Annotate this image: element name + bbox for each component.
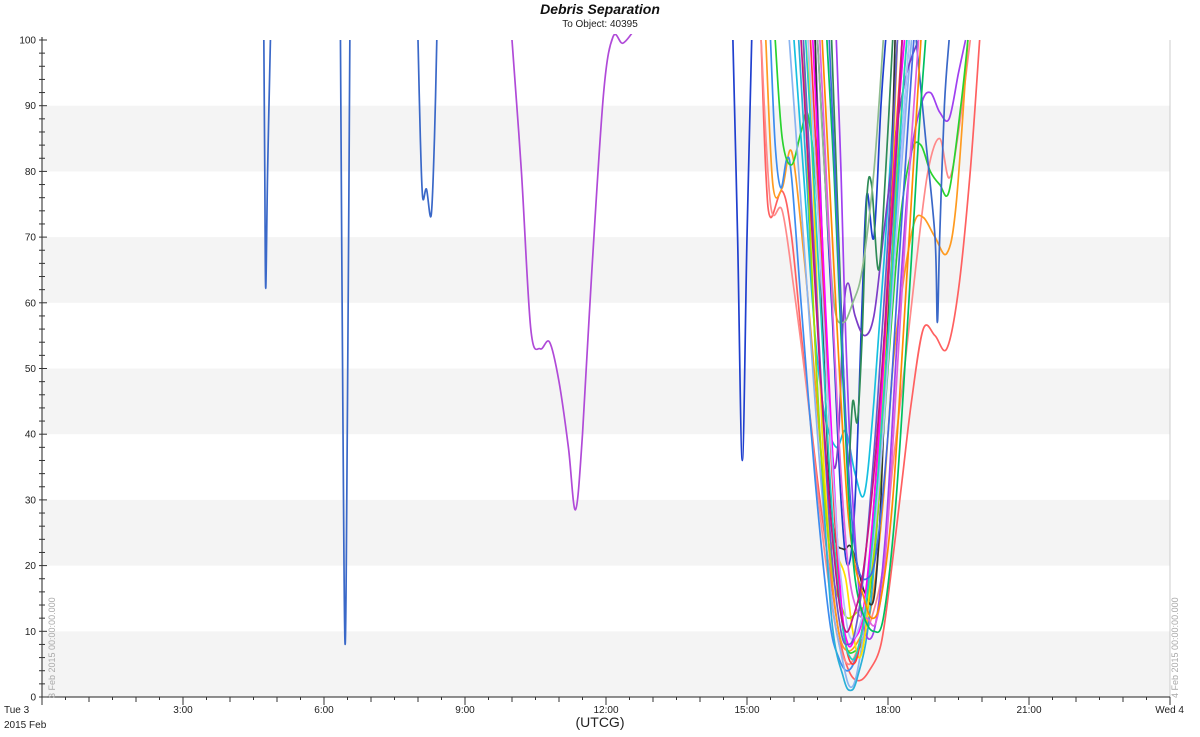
series-line-17 bbox=[915, 39, 950, 324]
series-layer bbox=[262, 34, 981, 692]
y-tick-label: 10 bbox=[25, 627, 37, 638]
x-tick-label: 12:00 bbox=[593, 705, 618, 716]
series-line-5 bbox=[732, 39, 753, 462]
grid-bands bbox=[42, 40, 1171, 697]
grid-band bbox=[42, 368, 1170, 435]
start-time-marker: 3 Feb 2015 00:00:00.000 bbox=[47, 597, 57, 698]
series-line-16 bbox=[835, 39, 967, 641]
series-line-27 bbox=[804, 39, 908, 661]
series-line-1 bbox=[262, 39, 272, 290]
y-tick-label: 40 bbox=[25, 430, 37, 441]
axes: 0 10 20 30 40 50 60 70 80 90 100 Tue 3 3:00 6:00 9:00 1… bbox=[4, 36, 1184, 717]
series-line-29 bbox=[821, 39, 922, 620]
series-line-25 bbox=[819, 39, 920, 627]
series-line-2 bbox=[339, 39, 351, 646]
series-line-19 bbox=[816, 39, 885, 324]
month-label: 2015 Feb bbox=[4, 720, 47, 731]
series-line-31 bbox=[828, 39, 915, 581]
y-tick-label: 50 bbox=[25, 364, 37, 375]
x-tick-label: Tue 3 bbox=[4, 705, 30, 716]
x-tick-label: 15:00 bbox=[734, 705, 759, 716]
x-tick-label: 9:00 bbox=[455, 705, 475, 716]
y-tick-label: 80 bbox=[25, 167, 37, 178]
y-tick-label: 0 bbox=[30, 693, 36, 704]
grid-band bbox=[42, 631, 1170, 697]
x-tick-label: 18:00 bbox=[875, 705, 900, 716]
x-tick-label: Wed 4 bbox=[1155, 705, 1184, 716]
grid-band bbox=[42, 237, 1170, 303]
chart-subtitle: To Object: 40395 bbox=[562, 19, 638, 30]
y-tick-label: 100 bbox=[19, 36, 36, 47]
grid-band bbox=[42, 105, 1170, 172]
series-line-30 bbox=[826, 39, 927, 634]
x-tick-label: 3:00 bbox=[173, 705, 193, 716]
series-line-32 bbox=[800, 39, 903, 633]
y-tick-label: 20 bbox=[25, 561, 37, 572]
series-line-6 bbox=[760, 39, 981, 682]
x-tick-label: 6:00 bbox=[314, 705, 334, 716]
x-axis-label: (UTCG) bbox=[575, 714, 625, 730]
series-line-7 bbox=[760, 39, 972, 666]
y-tick-label: 60 bbox=[25, 298, 37, 309]
y-tick-label: 70 bbox=[25, 233, 37, 244]
y-tick-label: 90 bbox=[25, 101, 37, 112]
series-group bbox=[262, 34, 981, 692]
grid-band bbox=[42, 499, 1170, 566]
series-line-4 bbox=[511, 34, 633, 511]
series-line-3 bbox=[417, 39, 438, 218]
x-tick-label: 21:00 bbox=[1016, 705, 1041, 716]
y-tick-label: 30 bbox=[25, 495, 37, 506]
end-time-marker: 4 Feb 2015 00:00:00.000 bbox=[1170, 597, 1180, 698]
chart-title: Debris Separation bbox=[540, 1, 660, 17]
